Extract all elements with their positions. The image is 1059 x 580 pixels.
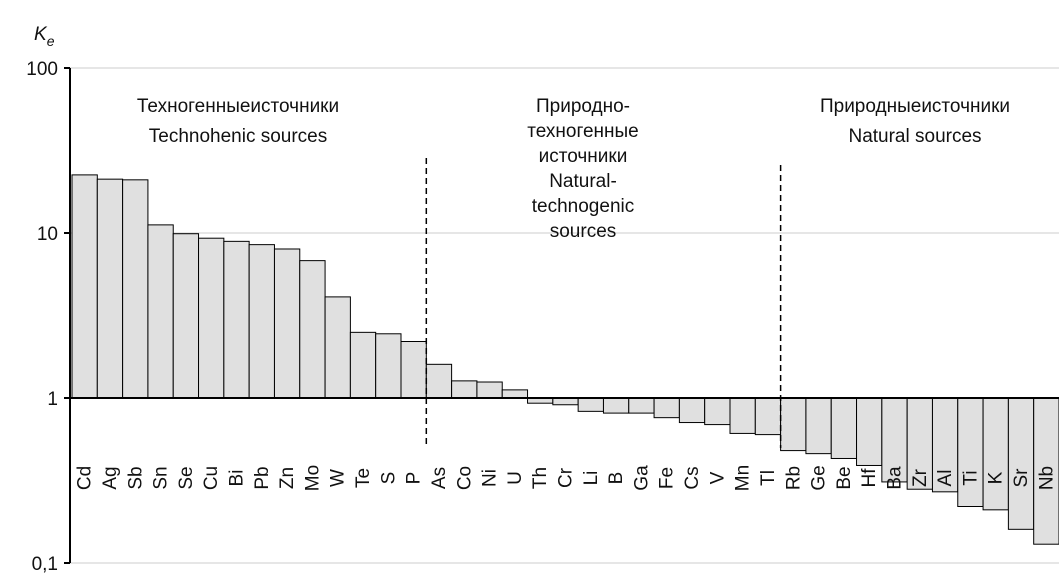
x-tick-label: Fe [657,467,678,489]
bar [375,333,402,399]
x-tick-label: P [404,472,425,485]
bar [71,174,98,399]
x-tick-label: Mo [302,465,323,491]
y-tick-label: 1 [47,389,58,410]
x-tick-label: V [707,471,728,484]
bar [780,397,807,452]
x-tick-label: Ni [480,469,501,487]
bar [96,178,124,399]
x-tick-label: Zn [277,467,298,489]
y-tick-label: 0,1 [32,554,58,575]
bar [172,233,200,399]
x-tick-label: Ag [100,466,121,489]
x-tick-label: Nb [1036,466,1057,490]
bar [982,397,1009,511]
annotation: Природныеисточники [820,96,1010,117]
bar [856,397,883,466]
bar [577,397,604,412]
bar [349,331,377,399]
bar [122,179,149,399]
x-tick-label: As [429,467,450,489]
y-tick-label: 10 [37,224,58,245]
annotation: technogenic [532,196,634,217]
x-tick-label: Li [581,471,602,486]
bar [324,296,351,399]
x-tick-label: Hf [859,468,880,488]
x-tick-label: Sr [1011,468,1032,488]
x-tick-label: Sb [125,466,146,489]
bar [299,260,326,399]
annotation: Technohenic sources [149,126,328,147]
x-tick-label: Cr [556,467,577,488]
annotation: техногенные [527,121,639,142]
bar [805,397,832,455]
x-tick-label: Cs [682,466,703,489]
x-tick-label: Cu [201,466,222,490]
x-tick-label: Cd [75,466,96,490]
bar [653,397,680,419]
bar [501,389,529,399]
bar [830,397,858,459]
bar [198,237,225,399]
x-tick-label: Se [176,466,197,489]
bar [248,244,275,399]
y-label-sub: e [47,33,55,49]
annotation: sources [550,221,617,242]
y-axis-label: Ke [34,24,55,49]
x-tick-label: Co [454,466,475,490]
bar [425,363,453,399]
y-label-main: K [34,24,48,45]
x-tick-label: Be [834,466,855,489]
bar [754,397,782,436]
x-tick-label: Al [935,470,956,487]
bar [1007,397,1035,530]
bar [881,397,908,483]
x-tick-label: Sn [151,466,172,489]
x-tick-label: S [378,472,399,485]
bar [678,397,706,424]
x-tick-label: Th [530,467,551,489]
x-tick-label: Rb [783,466,804,490]
bar [400,341,427,399]
x-tick-label: Mn [733,465,754,491]
x-tick-label: W [328,469,349,487]
bar [451,380,478,399]
bar [957,397,984,508]
x-tick-label: Ga [631,465,652,491]
bar [552,397,579,406]
x-tick-label: B [606,472,627,485]
x-tick-label: Ba [885,466,906,490]
bar [729,397,756,434]
x-tick-label: U [505,471,526,485]
bar [602,397,630,414]
bar [223,240,250,399]
x-tick-label: Ge [809,465,830,490]
bar [628,397,655,414]
bar [704,397,731,426]
annotation: Природно- [536,96,630,117]
x-tick-label: Tl [758,470,779,486]
annotation: Техногенныеисточники [137,96,339,117]
bar [147,224,174,399]
bar [476,381,503,399]
annotation: источники [539,146,628,167]
annotation: Natural- [549,171,617,192]
x-tick-label: K [986,471,1007,484]
y-tick-label: 100 [26,59,58,80]
x-tick-label: Te [353,468,374,488]
x-tick-label: Ti [960,470,981,485]
x-tick-label: Zr [910,468,931,487]
bar [273,248,301,399]
x-tick-label: Bi [227,470,248,487]
x-tick-label: Pb [252,466,273,489]
annotation: Natural sources [848,126,981,147]
